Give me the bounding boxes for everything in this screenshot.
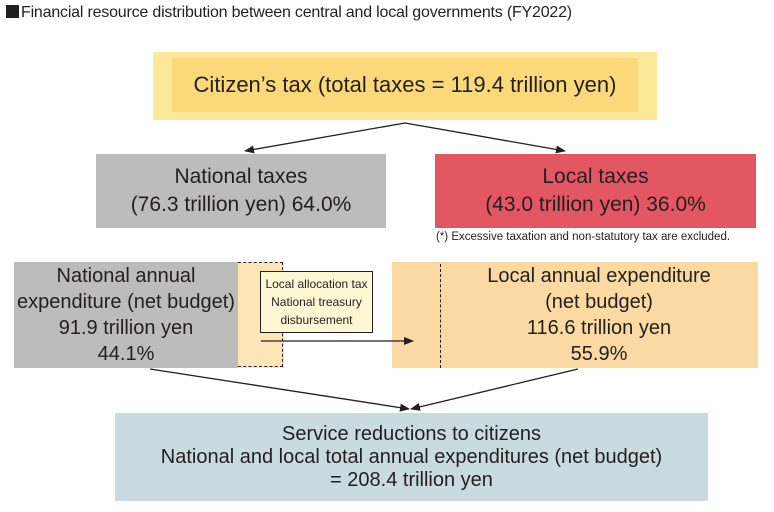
local-expenditure-line2: (net budget) — [545, 291, 653, 313]
national-expenditure-box: National annual expenditure (net budget)… — [14, 262, 238, 368]
citizen-tax-label: Citizen’s tax (total taxes = 119.4 trill… — [193, 72, 617, 97]
national-expenditure-amount: 91.9 trillion yen — [58, 317, 194, 339]
citizen-tax-box: Citizen’s tax (total taxes = 119.4 trill… — [172, 58, 638, 112]
local-divider-dashed-line — [440, 264, 441, 368]
footnote: (*) Excessive taxation and non-statutory… — [436, 231, 731, 243]
allocation-line1: Local allocation tax — [265, 277, 368, 291]
national-taxes-label: National taxes — [174, 165, 308, 188]
national-expenditure-line1: National annual — [56, 265, 196, 287]
square-bullet-icon — [6, 5, 19, 18]
allocation-line3: disbursement — [280, 313, 353, 327]
national-expenditure-line2: expenditure (net budget) — [17, 291, 235, 313]
service-line1: Service reductions to citizens — [281, 422, 541, 445]
allocation-line2: National treasury — [271, 295, 362, 309]
arrow-national-to-service — [149, 368, 410, 412]
national-taxes-value: (76.3 trillion yen) 64.0% — [130, 193, 352, 216]
national-expenditure-percent: 44.1% — [97, 343, 155, 365]
arrow-to-national-taxes — [244, 122, 406, 154]
local-taxes-value: (43.0 trillion yen) 36.0% — [485, 193, 706, 216]
local-taxes-box: Local taxes (43.0 trillion yen) 36.0% — [435, 154, 756, 228]
arrow-local-to-service — [410, 368, 579, 411]
local-taxes-label: Local taxes — [542, 165, 649, 188]
local-expenditure-line1: Local annual expenditure — [487, 265, 711, 287]
service-line3: = 208.4 trillion yen — [330, 468, 493, 491]
local-expenditure-amount: 116.6 trillion yen — [526, 317, 672, 339]
local-expenditure-percent: 55.9% — [570, 343, 628, 365]
national-taxes-box: National taxes (76.3 trillion yen) 64.0% — [96, 154, 386, 228]
title-text: Financial resource distribution between … — [21, 4, 572, 21]
diagram-title: Financial resource distribution between … — [6, 4, 572, 22]
service-box: Service reductions to citizens National … — [115, 413, 708, 501]
allocation-box: Local allocation tax National treasury d… — [260, 271, 373, 333]
received-transfer-strip — [392, 262, 440, 368]
arrow-to-local-taxes — [404, 122, 566, 154]
local-expenditure-box: Local annual expenditure (net budget) 11… — [440, 262, 758, 368]
service-line2: National and local total annual expendit… — [160, 445, 663, 468]
